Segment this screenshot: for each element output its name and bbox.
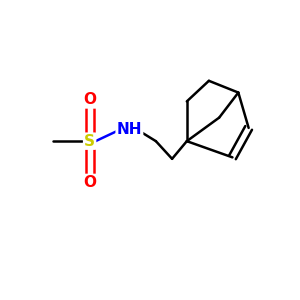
Text: S: S: [84, 134, 95, 149]
Text: O: O: [83, 175, 96, 190]
Text: O: O: [83, 92, 96, 107]
Text: NH: NH: [117, 122, 142, 137]
